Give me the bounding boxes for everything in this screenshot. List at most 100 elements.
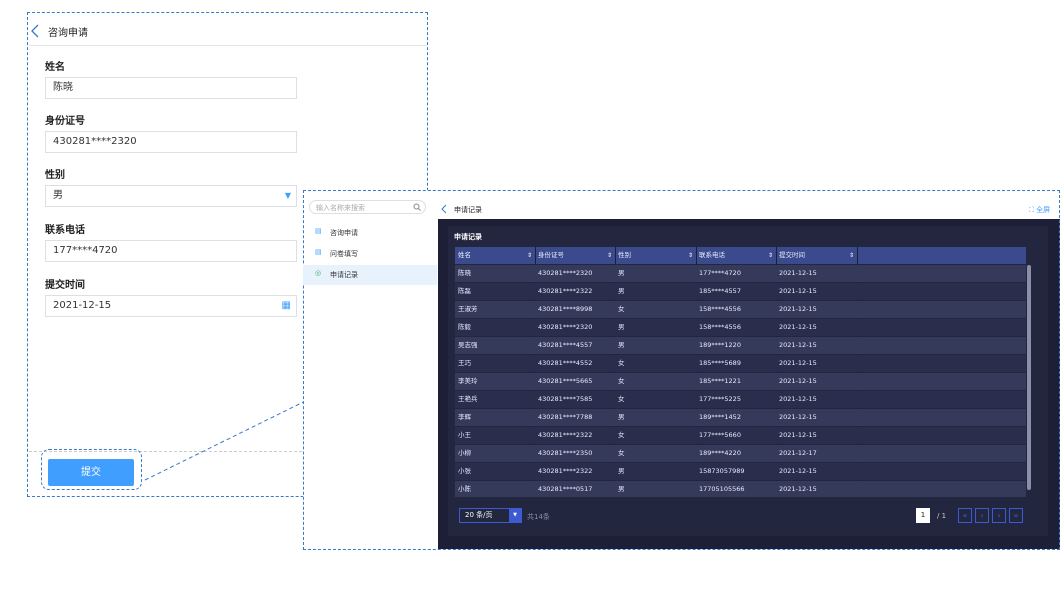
page-nav-button[interactable]: › bbox=[992, 508, 1006, 523]
column-header[interactable]: 性别 bbox=[618, 251, 631, 259]
column-header[interactable]: 提交时间 bbox=[779, 251, 805, 259]
page-nav-button[interactable]: » bbox=[1009, 508, 1023, 523]
page-nav-button[interactable]: ‹ bbox=[975, 508, 989, 523]
table-cell: 2021-12-15 bbox=[779, 431, 817, 439]
column-header[interactable]: 联系电话 bbox=[699, 251, 725, 259]
table-cell: 男 bbox=[618, 467, 625, 475]
search-placeholder: 输入名称来搜索 bbox=[316, 204, 365, 212]
fullscreen-button[interactable]: ⛶ 全屏 bbox=[1029, 206, 1051, 214]
table-cell: 2021-12-15 bbox=[779, 341, 817, 349]
table-cell: 15873057989 bbox=[699, 467, 745, 475]
field-value: 2021-12-15 bbox=[53, 300, 112, 311]
sort-icon[interactable]: ⇕ bbox=[768, 252, 774, 259]
back-icon[interactable] bbox=[29, 23, 41, 39]
table-cell: 430281****8998 bbox=[538, 305, 593, 313]
table-cell: 430281****2322 bbox=[538, 431, 593, 439]
field-value: 177****4720 bbox=[53, 245, 118, 256]
table-cell: 男 bbox=[618, 485, 625, 493]
column-divider bbox=[857, 247, 858, 497]
field-input[interactable]: 177****4720 bbox=[45, 240, 297, 262]
table-cell: 小陈 bbox=[458, 485, 471, 493]
table-cell: 女 bbox=[618, 305, 625, 313]
field-input[interactable]: 2021-12-15 ▦ bbox=[45, 295, 297, 317]
sort-icon[interactable]: ⇕ bbox=[688, 252, 694, 259]
search-input[interactable]: 输入名称来搜索 bbox=[309, 200, 426, 214]
table-row bbox=[455, 391, 1026, 408]
column-divider bbox=[535, 247, 536, 497]
table-cell: 李辉 bbox=[458, 413, 471, 421]
table-cell: 177****5225 bbox=[699, 395, 741, 403]
page-nav-button[interactable]: « bbox=[958, 508, 972, 523]
sort-icon[interactable]: ⇕ bbox=[527, 252, 533, 259]
page-size-select[interactable]: 20 条/页 ▼ bbox=[459, 508, 522, 523]
table-cell: 177****5660 bbox=[699, 431, 741, 439]
calendar-icon[interactable]: ▦ bbox=[281, 300, 291, 311]
menu-item[interactable]: 问卷填写 bbox=[330, 250, 358, 258]
scrollbar[interactable] bbox=[1027, 265, 1031, 490]
menu-selected bbox=[303, 265, 437, 285]
field-input[interactable]: 陈晓 bbox=[45, 77, 297, 99]
table-row bbox=[455, 337, 1026, 354]
table-cell: 430281****7788 bbox=[538, 413, 593, 421]
back-icon[interactable] bbox=[440, 204, 448, 214]
table-cell: 17705105566 bbox=[699, 485, 745, 493]
table-cell: 430281****2322 bbox=[538, 287, 593, 295]
table-cell: 女 bbox=[618, 359, 625, 367]
table-cell: 男 bbox=[618, 323, 625, 331]
table-cell: 男 bbox=[618, 287, 625, 295]
field-label: 性别 bbox=[45, 170, 65, 181]
table-cell: 189****4220 bbox=[699, 449, 741, 457]
field-input[interactable]: 男 ▼ bbox=[45, 185, 297, 207]
table-cell: 2021-12-15 bbox=[779, 287, 817, 295]
table-cell: 430281****2320 bbox=[538, 323, 593, 331]
table-cell: 吴志强 bbox=[458, 341, 478, 349]
page-title: 申请记录 bbox=[454, 206, 482, 214]
field-value: 陈晓 bbox=[53, 82, 73, 93]
submit-button[interactable]: 提交 bbox=[48, 459, 134, 486]
table-cell: 2021-12-15 bbox=[779, 377, 817, 385]
menu-item[interactable]: 申请记录 bbox=[330, 271, 358, 279]
column-header[interactable]: 姓名 bbox=[458, 251, 471, 259]
column-header[interactable]: 身份证号 bbox=[538, 251, 564, 259]
table-cell: 185****5689 bbox=[699, 359, 741, 367]
table-cell: 男 bbox=[618, 341, 625, 349]
table-row bbox=[455, 355, 1026, 372]
table-cell: 女 bbox=[618, 449, 625, 457]
menu-item[interactable]: 咨询申请 bbox=[330, 229, 358, 237]
table-cell: 2021-12-15 bbox=[779, 485, 817, 493]
table-row bbox=[455, 319, 1026, 336]
total-count: 共14条 bbox=[527, 513, 550, 521]
table-row bbox=[455, 463, 1026, 480]
table-cell: 男 bbox=[618, 269, 625, 277]
sort-icon[interactable]: ⇕ bbox=[607, 252, 613, 259]
table-header bbox=[455, 247, 1026, 264]
table-cell: 女 bbox=[618, 395, 625, 403]
column-divider bbox=[776, 247, 777, 497]
column-divider bbox=[615, 247, 616, 497]
dropdown-icon[interactable]: ▼ bbox=[284, 191, 291, 200]
table-cell: 189****1220 bbox=[699, 341, 741, 349]
menu-icon[interactable]: ◎ bbox=[315, 269, 322, 277]
table-cell: 430281****2322 bbox=[538, 467, 593, 475]
search-icon[interactable] bbox=[413, 203, 421, 211]
table-title: 申请记录 bbox=[454, 233, 482, 241]
menu-icon[interactable]: ▤ bbox=[315, 227, 322, 235]
field-label: 身份证号 bbox=[45, 116, 85, 127]
table-cell: 185****1221 bbox=[699, 377, 741, 385]
table-cell: 小张 bbox=[458, 467, 471, 475]
form-title: 咨询申请 bbox=[48, 28, 88, 39]
table-row bbox=[455, 373, 1026, 390]
table-row bbox=[455, 427, 1026, 444]
table-cell: 158****4556 bbox=[699, 305, 741, 313]
table-cell: 2021-12-15 bbox=[779, 269, 817, 277]
fullscreen-label: 全屏 bbox=[1036, 206, 1051, 214]
field-label: 提交时间 bbox=[45, 280, 85, 291]
field-input[interactable]: 430281****2320 bbox=[45, 131, 297, 153]
table-row bbox=[455, 265, 1026, 282]
menu-icon[interactable]: ▤ bbox=[315, 248, 322, 256]
table-cell: 158****4556 bbox=[699, 323, 741, 331]
current-page[interactable]: 1 bbox=[916, 508, 930, 523]
table-cell: 2021-12-15 bbox=[779, 467, 817, 475]
sort-icon[interactable]: ⇕ bbox=[849, 252, 855, 259]
